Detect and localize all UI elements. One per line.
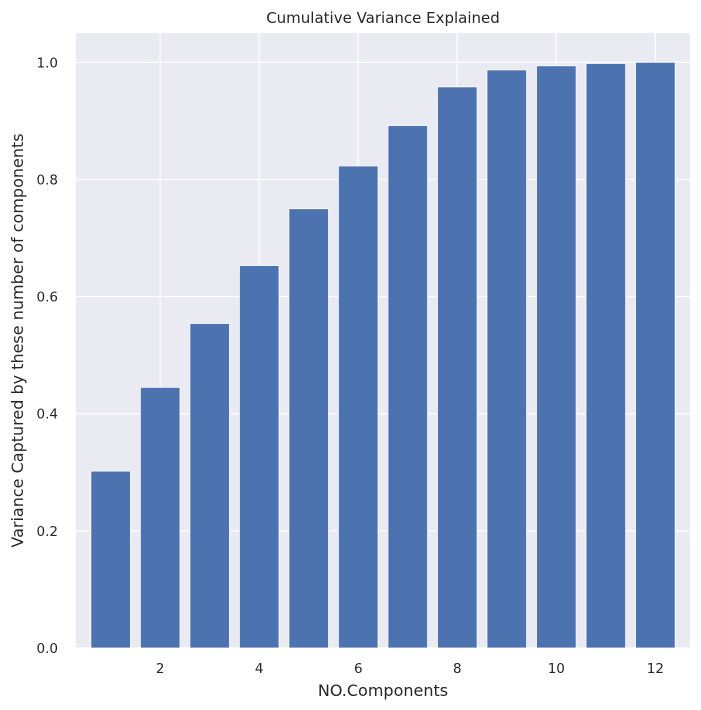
y-tick-label: 0.0 [37,641,58,657]
x-tick-label: 6 [354,661,363,677]
y-tick-label: 0.4 [37,407,58,423]
bar [239,265,280,649]
y-tick-label: 0.6 [37,290,58,306]
bar [486,69,527,649]
x-tick-label: 4 [255,661,264,677]
y-axis-ticks: 0.0 0.2 0.4 0.6 0.8 1.0 [37,55,58,657]
bar [635,61,676,649]
bar [437,86,478,649]
x-axis-ticks: 2 4 6 8 10 12 [156,661,664,677]
chart-title: Cumulative Variance Explained [266,9,500,27]
x-axis-label: NO.Components [318,681,448,700]
bars [90,61,676,649]
x-tick-label: 12 [647,661,664,677]
bar [338,165,379,649]
x-tick-label: 2 [156,661,165,677]
bar [585,63,627,649]
bar [536,65,577,649]
y-tick-label: 0.2 [37,524,58,540]
bar [387,125,428,649]
bar [90,470,131,649]
bar [189,323,230,649]
y-tick-label: 1.0 [37,55,58,71]
x-tick-label: 10 [548,661,565,677]
y-tick-label: 0.8 [37,172,58,188]
bar [139,386,181,649]
bar [288,208,329,649]
y-axis-label: Variance Captured by these number of com… [8,133,27,547]
x-tick-label: 8 [453,661,462,677]
